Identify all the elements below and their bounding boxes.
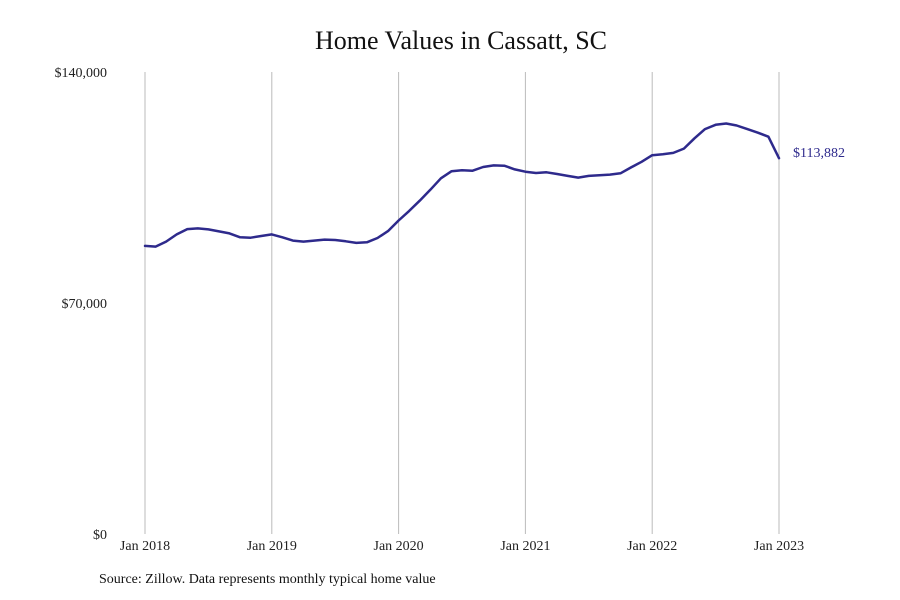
y-tick-label: $0 (93, 528, 107, 543)
source-note: Source: Zillow. Data represents monthly … (99, 572, 436, 587)
y-tick-label: $140,000 (55, 66, 108, 81)
x-tick-label: Jan 2021 (500, 539, 550, 554)
gridlines (144, 72, 780, 534)
tick-labels: Jan 2018 Jan 2019 Jan 2020 Jan 2021 Jan 2022… (55, 66, 845, 554)
end-value-label: $113,882 (793, 146, 845, 161)
chart-title: Home Values in Cassatt, SC (314, 26, 608, 55)
y-tick-label: $70,000 (62, 297, 108, 312)
x-tick-label: Jan 2022 (627, 539, 677, 554)
x-tick-label: Jan 2020 (374, 539, 424, 554)
x-tick-label: Jan 2018 (120, 539, 170, 554)
series-layer (143, 122, 781, 248)
series-line (143, 122, 781, 248)
x-tick-label: Jan 2019 (247, 539, 297, 554)
x-tick-label: Jan 2023 (754, 539, 804, 554)
